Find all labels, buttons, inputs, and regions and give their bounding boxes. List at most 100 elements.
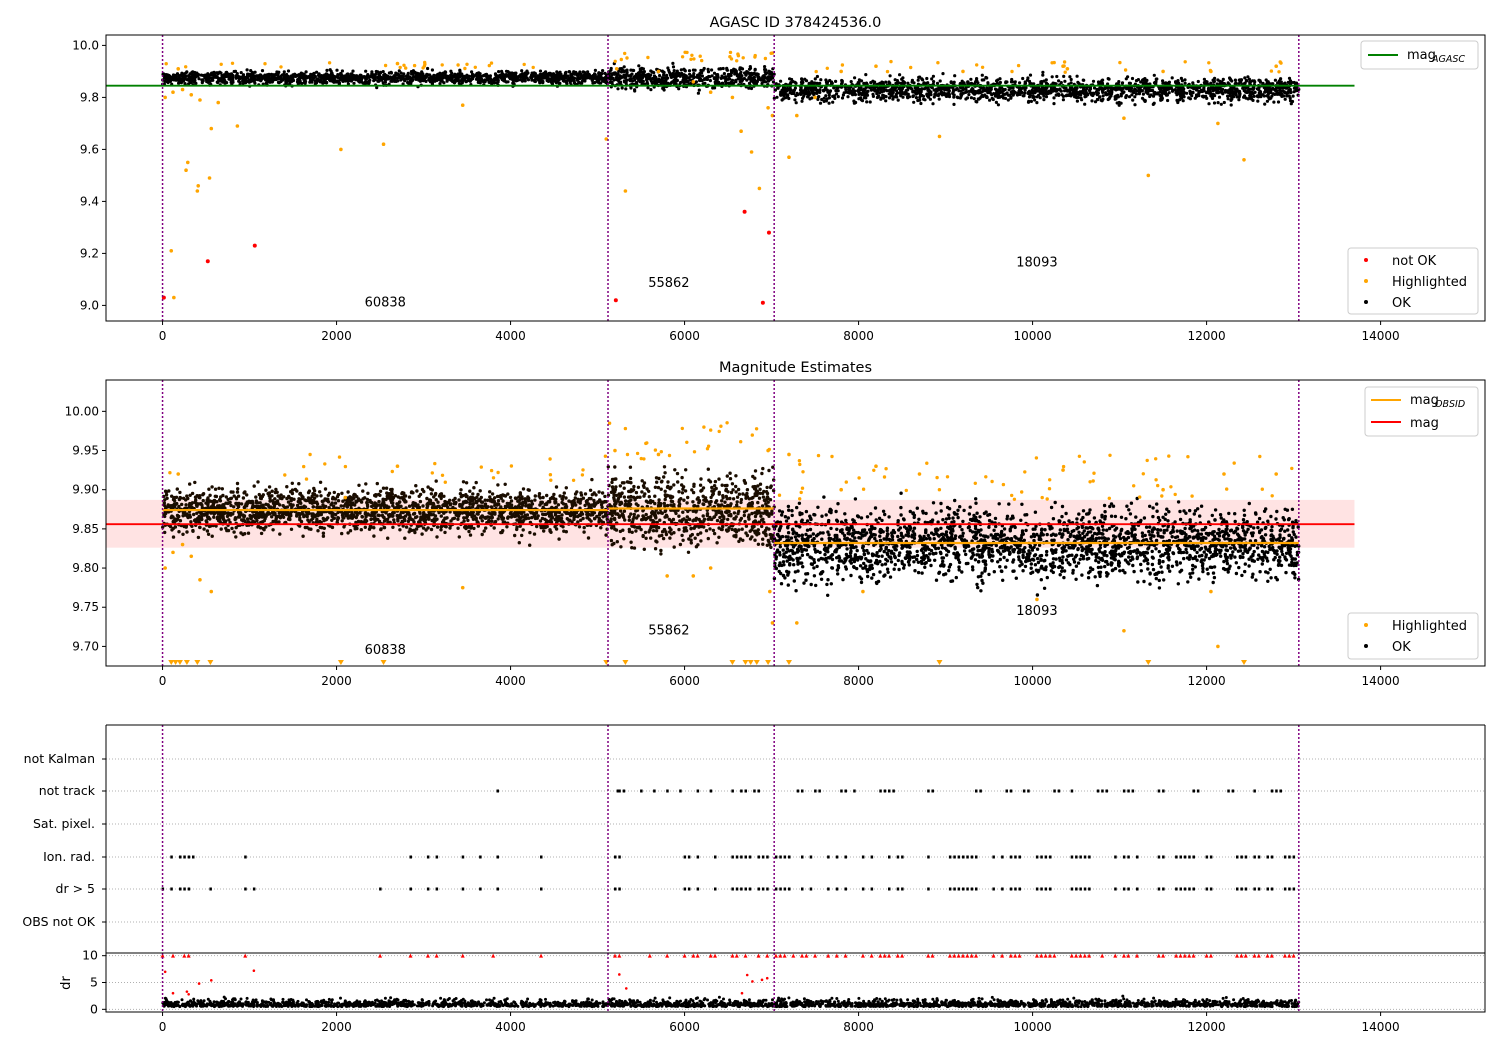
highlighted-point	[754, 54, 757, 57]
ok-point	[380, 77, 383, 80]
ok-point	[1075, 96, 1078, 99]
ok-point	[434, 492, 437, 495]
ok-point	[484, 526, 487, 529]
ok-point	[1207, 102, 1210, 105]
ok-point	[917, 76, 920, 79]
ok-point	[604, 81, 607, 84]
ok-point	[1072, 89, 1075, 92]
ok-point	[601, 491, 604, 494]
ok-point	[303, 81, 306, 84]
ok-point	[603, 72, 606, 75]
ok-point	[341, 69, 344, 72]
highlighted-point	[209, 127, 213, 131]
highlighted-point	[729, 51, 732, 54]
ok-point	[1197, 94, 1200, 97]
highlighted-point	[614, 60, 617, 63]
ok-point	[465, 481, 468, 484]
ok-point	[999, 90, 1002, 93]
ok-point	[677, 87, 680, 90]
ok-point	[1277, 100, 1280, 103]
ok-point	[1055, 90, 1058, 93]
ok-point	[1157, 91, 1160, 94]
ok-point	[204, 74, 207, 77]
ok-point	[1070, 93, 1073, 96]
ok-point	[470, 70, 473, 73]
ok-point	[483, 529, 486, 532]
ok-point	[247, 532, 250, 535]
ok-point	[952, 96, 955, 99]
ok-point	[325, 69, 328, 72]
ok-point	[420, 532, 423, 535]
ok-point	[261, 69, 264, 72]
ok-point	[976, 90, 979, 93]
highlighted-point	[841, 63, 844, 66]
ok-point	[1129, 82, 1132, 85]
ok-point	[175, 74, 178, 77]
ok-point	[1253, 79, 1256, 82]
ok-point	[991, 97, 994, 100]
ok-point	[378, 74, 381, 77]
ok-point	[555, 485, 558, 488]
ok-point	[188, 482, 191, 485]
ok-point	[414, 76, 417, 79]
ok-point	[1196, 87, 1199, 90]
y-tick-label: 9.6	[80, 142, 99, 156]
highlighted-point	[184, 65, 187, 68]
ok-point	[842, 93, 845, 96]
ok-point	[436, 525, 439, 528]
ok-point	[1229, 94, 1232, 97]
ok-point	[877, 95, 880, 98]
ok-point	[844, 91, 847, 94]
ok-point	[725, 67, 728, 70]
highlighted-point	[1122, 116, 1126, 120]
ok-point	[917, 87, 920, 90]
ok-point	[166, 80, 169, 83]
ok-point	[462, 516, 465, 519]
ok-point	[165, 77, 168, 80]
ok-point	[486, 499, 489, 502]
ok-point	[917, 79, 920, 82]
highlighted-point	[623, 52, 626, 55]
legend-label: OK	[1392, 296, 1411, 311]
ok-point	[950, 81, 953, 84]
obsid-label: 60838	[365, 296, 406, 311]
ok-point	[913, 91, 916, 94]
ok-point	[1040, 82, 1043, 85]
ok-point	[1194, 97, 1197, 100]
ok-point	[448, 499, 451, 502]
ok-point	[809, 92, 812, 95]
ok-point	[1166, 99, 1169, 102]
ok-point	[937, 92, 940, 95]
highlighted-point	[685, 51, 688, 54]
highlighted-point	[736, 52, 739, 55]
ok-point	[557, 76, 560, 79]
highlighted-point	[208, 176, 212, 180]
ok-point	[651, 77, 654, 80]
ok-point	[594, 69, 597, 72]
ok-point	[717, 81, 720, 84]
ok-point	[819, 102, 822, 105]
highlighted-point	[766, 106, 770, 110]
ok-point	[424, 75, 427, 78]
ok-point	[372, 79, 375, 82]
ok-point	[497, 70, 500, 73]
ok-point	[438, 78, 441, 81]
ok-point	[1030, 100, 1033, 103]
ok-point	[1234, 79, 1237, 82]
ok-point	[1245, 79, 1248, 82]
ok-point	[1191, 81, 1194, 84]
ok-point	[897, 99, 900, 102]
ok-point	[210, 485, 213, 488]
ok-point	[822, 89, 825, 92]
ok-point	[350, 72, 353, 75]
ok-point	[925, 77, 928, 80]
ok-point	[1063, 80, 1066, 83]
ok-point	[756, 75, 759, 78]
ok-point	[393, 80, 396, 83]
ok-point	[779, 80, 782, 83]
ok-point	[850, 80, 853, 83]
ok-point	[623, 80, 626, 83]
ok-point	[565, 76, 568, 79]
ok-point	[873, 81, 876, 84]
ok-point	[254, 71, 257, 74]
